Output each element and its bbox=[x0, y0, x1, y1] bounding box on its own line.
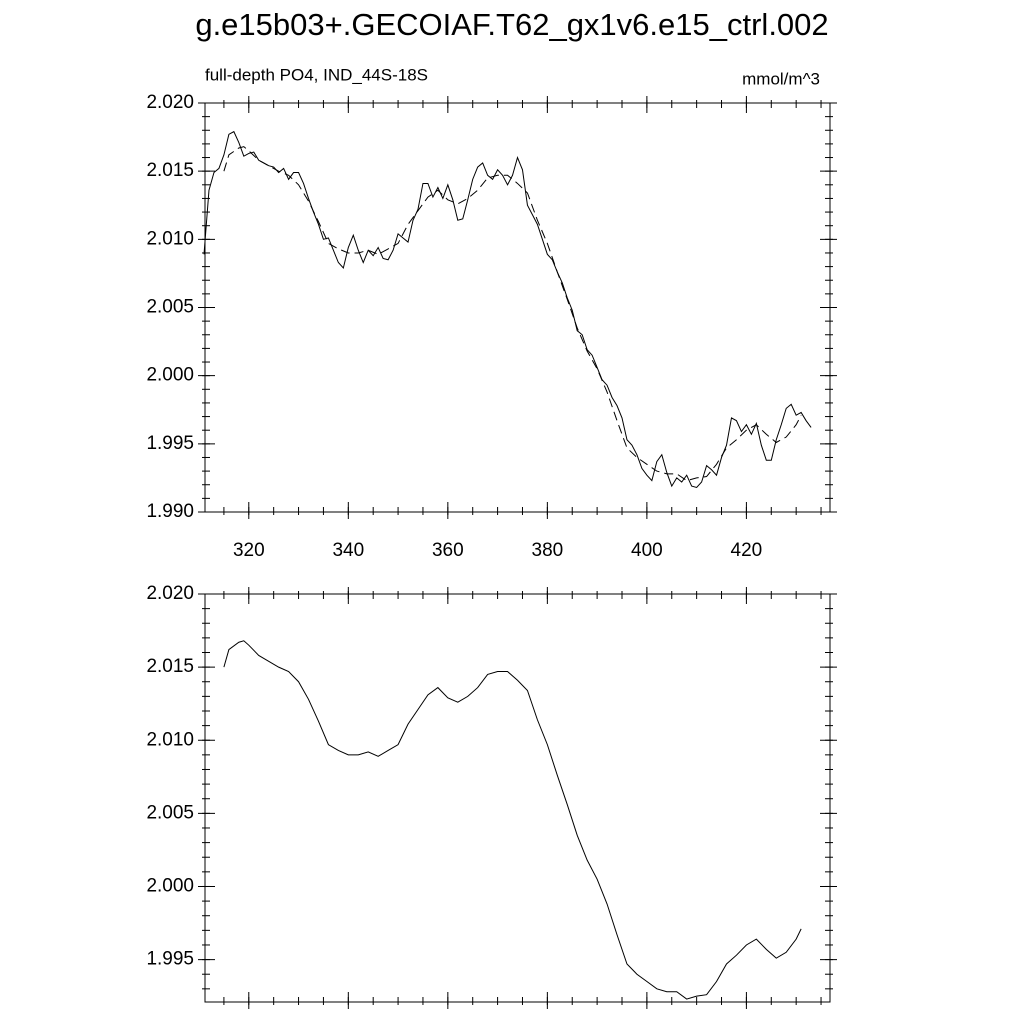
y-tick-label: 2.010 bbox=[146, 228, 194, 249]
y-tick-label: 2.010 bbox=[146, 729, 194, 750]
y-tick-label: 2.005 bbox=[146, 802, 194, 823]
x-tick-label: 400 bbox=[631, 540, 663, 561]
x-tick-label: 420 bbox=[731, 540, 763, 561]
x-tick-label: 320 bbox=[233, 540, 265, 561]
y-tick-label: 2.015 bbox=[146, 656, 194, 677]
y-tick-label: 2.000 bbox=[146, 875, 194, 896]
subtitle: full-depth PO4, IND_44S-18S bbox=[205, 65, 428, 84]
y-tick-label: 1.995 bbox=[146, 433, 194, 454]
plot-frame bbox=[204, 102, 831, 513]
y-tick-label: 2.015 bbox=[146, 160, 194, 181]
y-tick-label: 1.990 bbox=[146, 501, 194, 522]
y-tick-label: 2.020 bbox=[146, 583, 194, 604]
y-tick-label: 2.005 bbox=[146, 297, 194, 318]
y-tick-label: 1.995 bbox=[146, 949, 194, 970]
y-tick-label: 2.000 bbox=[146, 365, 194, 386]
x-tick-label: 340 bbox=[332, 540, 364, 561]
plot-frame bbox=[204, 593, 831, 1003]
units: mmol/m^3 bbox=[742, 69, 820, 88]
data-line bbox=[223, 640, 802, 1000]
x-tick-label: 380 bbox=[532, 540, 564, 561]
chart-title: g.e15b03+.GECOIAF.T62_gx1v6.e15_ctrl.002 bbox=[195, 7, 828, 42]
data-line bbox=[223, 146, 802, 482]
data-line bbox=[203, 130, 812, 489]
x-tick-label: 360 bbox=[432, 540, 464, 561]
y-tick-label: 2.020 bbox=[146, 92, 194, 113]
